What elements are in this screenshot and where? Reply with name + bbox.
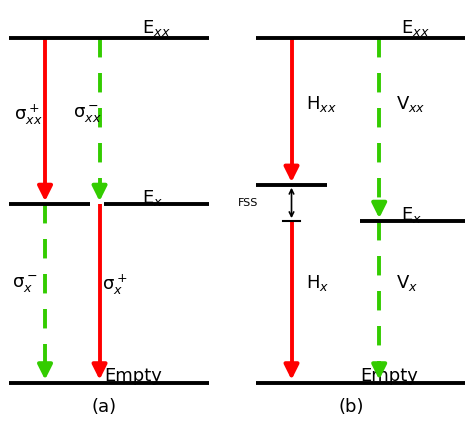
Text: σ$^+_{xx}$: σ$^+_{xx}$ [14,102,43,127]
Text: V$_x$: V$_x$ [396,272,418,293]
Text: V$_{xx}$: V$_{xx}$ [396,94,425,114]
Text: E$_x$: E$_x$ [401,204,422,225]
Text: H$_{xx}$: H$_{xx}$ [306,94,337,114]
Text: E$_{xx}$: E$_{xx}$ [142,17,171,38]
Text: Empty: Empty [104,367,162,385]
Text: (b): (b) [338,399,364,416]
Text: H$_x$: H$_x$ [306,272,329,293]
Text: Empty: Empty [360,367,418,385]
Text: E$_{xx}$: E$_{xx}$ [401,17,429,38]
Text: (a): (a) [91,399,117,416]
Text: FSS: FSS [238,198,258,208]
Text: σ$^-_{xx}$: σ$^-_{xx}$ [73,104,102,125]
Text: σ$^+_x$: σ$^+_x$ [102,272,127,297]
Text: σ$^-_x$: σ$^-_x$ [12,274,37,295]
Text: E$_x$: E$_x$ [142,187,164,208]
